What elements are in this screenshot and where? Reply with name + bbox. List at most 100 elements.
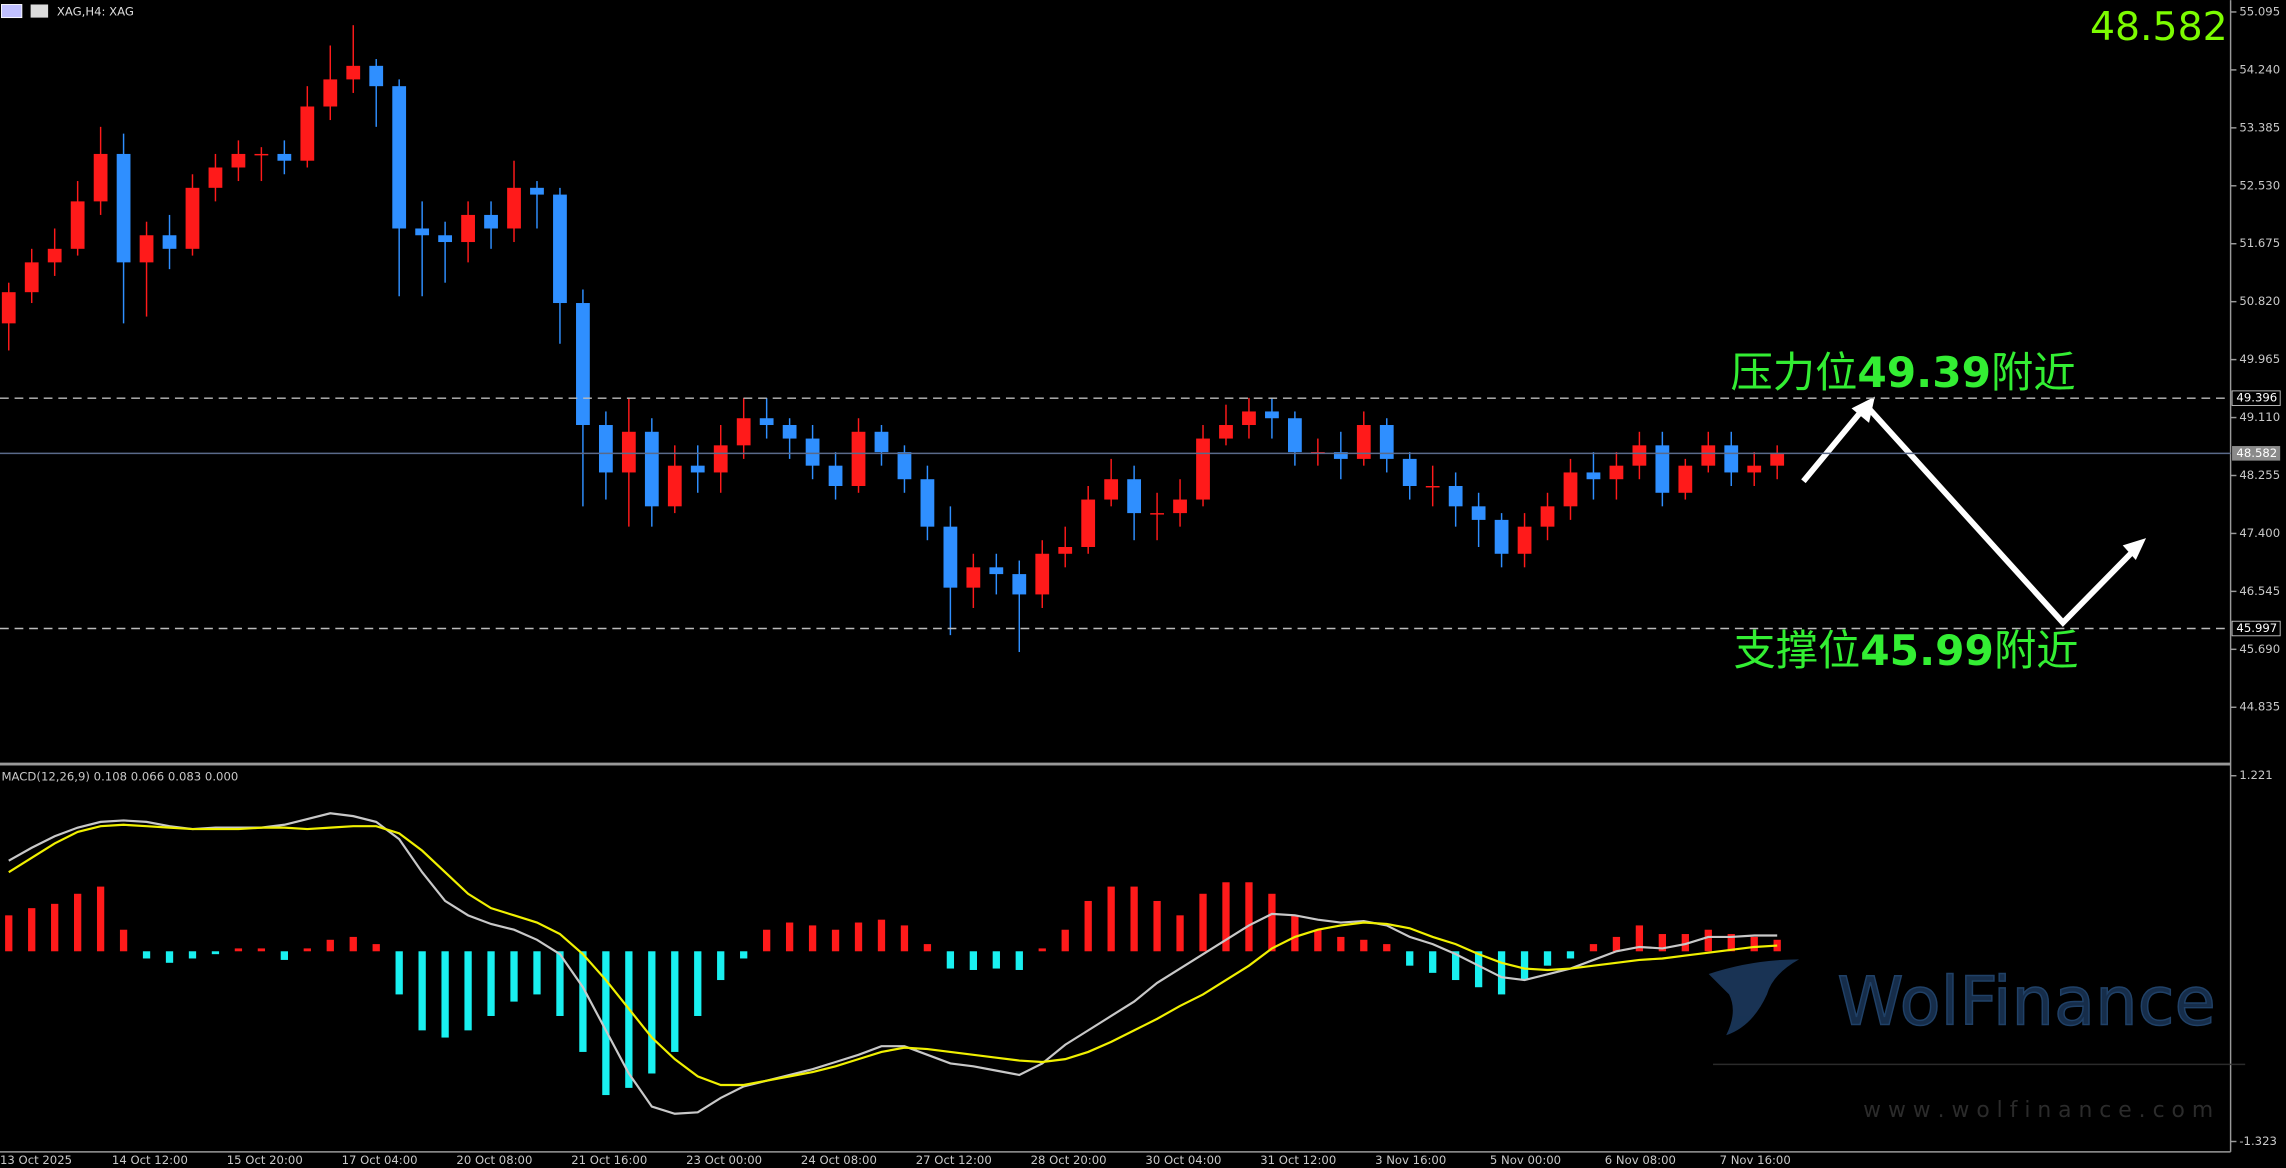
macd-bar: [1360, 939, 1368, 952]
candle-body: [438, 235, 453, 243]
candle-body: [1127, 479, 1142, 514]
macd-bar: [51, 903, 59, 952]
y-tick-label: 1.221: [2239, 768, 2272, 782]
candle-body: [93, 153, 108, 202]
candle-body: [1012, 574, 1027, 595]
candle-body: [1081, 499, 1096, 547]
candle-body: [713, 445, 728, 473]
x-tick-label: 27 Oct 12:00: [916, 1153, 992, 1167]
macd-bar: [257, 948, 266, 952]
candle-body: [1678, 465, 1693, 493]
macd-bar: [1681, 934, 1689, 952]
candle-body: [392, 86, 407, 229]
macd-bar: [1268, 893, 1276, 952]
macd-bar: [464, 951, 472, 1031]
candle-body: [1058, 546, 1073, 554]
macd-bar: [1474, 951, 1483, 988]
current-price: 48.582: [2090, 4, 2228, 50]
candle-body: [621, 431, 636, 473]
candle-body: [1265, 411, 1279, 419]
candle-body: [782, 425, 797, 439]
wolf-logo: [1708, 959, 1800, 1036]
candle-body: [644, 431, 659, 507]
candle-body: [1402, 458, 1417, 487]
candle-body: [874, 431, 889, 453]
macd-bar: [556, 951, 564, 1016]
candle-body: [1471, 506, 1486, 520]
x-tick-label: 3 Nov 16:00: [1375, 1153, 1446, 1167]
candle-body: [1494, 519, 1509, 554]
x-tick-label: 7 Nov 16:00: [1720, 1153, 1791, 1167]
macd-bar: [1497, 951, 1506, 995]
macd-bar: [1314, 929, 1322, 952]
x-tick-label: 23 Oct 00:00: [686, 1153, 762, 1167]
macd-bar: [648, 951, 656, 1074]
candle-body: [47, 248, 62, 263]
y-tick-label: 49.965: [2239, 352, 2280, 366]
candle-body: [1747, 465, 1762, 473]
annotation-value: 45.99: [1860, 626, 1994, 675]
arrow-head: [2122, 538, 2147, 560]
y-tick-label: 55.095: [2239, 4, 2280, 18]
candle-body: [1448, 486, 1463, 507]
candle-body: [323, 79, 338, 107]
macd-bar: [165, 951, 174, 963]
annotation-suffix: 附近: [1991, 347, 2076, 396]
x-tick-label: 14 Oct 12:00: [112, 1153, 188, 1167]
annotation-prefix: 压力位: [1731, 347, 1858, 396]
candle-body: [1333, 452, 1348, 459]
candle-body: [943, 526, 958, 588]
macd-bar: [533, 951, 541, 995]
x-tick-label: 24 Oct 08:00: [801, 1153, 877, 1167]
candle-body: [1104, 479, 1119, 500]
arrow-head: [1851, 396, 1875, 423]
level-badge-label: 45.997: [2236, 621, 2277, 635]
y-tick-label: 45.690: [2239, 642, 2280, 656]
y-tick-label: -1.323: [2239, 1134, 2277, 1148]
brand-text: WolFinance: [1837, 963, 2216, 1041]
candle-body: [1219, 425, 1233, 439]
macd-bar: [1383, 944, 1391, 952]
macd-bar: [1153, 900, 1161, 952]
x-tick-label: 31 Oct 12:00: [1260, 1153, 1336, 1167]
macd-bar: [119, 929, 128, 952]
macd-bar: [28, 908, 36, 952]
brand-url: w w w . w o l f i n a n c e . c o m: [1863, 1098, 2213, 1123]
candle-body: [576, 303, 590, 426]
candle-body: [1517, 526, 1532, 554]
macd-bar: [694, 951, 702, 1016]
candle-body: [530, 187, 544, 195]
macd-bar: [1061, 929, 1069, 952]
macd-bar: [1406, 951, 1414, 966]
candle-body: [1540, 506, 1555, 527]
macd-bar: [946, 951, 955, 969]
macd-bar: [1566, 951, 1575, 959]
x-tick-label: 13 Oct 2025: [0, 1153, 72, 1167]
x-tick-label: 21 Oct 16:00: [571, 1153, 647, 1167]
macd-bar: [441, 951, 449, 1038]
macd-bar: [1635, 925, 1644, 952]
level-badge-label: 49.396: [2236, 391, 2277, 405]
symbol-icon: [30, 4, 49, 18]
candle-body: [1356, 425, 1371, 459]
macd-bar: [1199, 893, 1207, 952]
y-tick-label: 53.385: [2239, 120, 2280, 134]
candle-body: [736, 418, 751, 446]
candle-body: [346, 65, 361, 80]
macd-bar: [785, 922, 794, 952]
projection-arrow: [1801, 400, 2143, 627]
macd-bar: [808, 925, 817, 952]
macd-bar: [1429, 951, 1437, 973]
candle-body: [254, 153, 269, 156]
x-tick-label: 28 Oct 20:00: [1031, 1153, 1107, 1167]
candle-body: [1425, 486, 1440, 488]
candle-body: [759, 418, 774, 426]
x-tick-label: 30 Oct 04:00: [1145, 1153, 1221, 1167]
macd-bar: [1773, 939, 1781, 952]
macd-bar: [372, 944, 380, 952]
macd-bar: [303, 948, 311, 952]
candle-body: [1150, 513, 1164, 515]
annotation-value: 49.39: [1857, 347, 1991, 396]
symbol-label: XAG,H4: XAG: [57, 4, 134, 18]
macd-bar: [395, 951, 403, 995]
